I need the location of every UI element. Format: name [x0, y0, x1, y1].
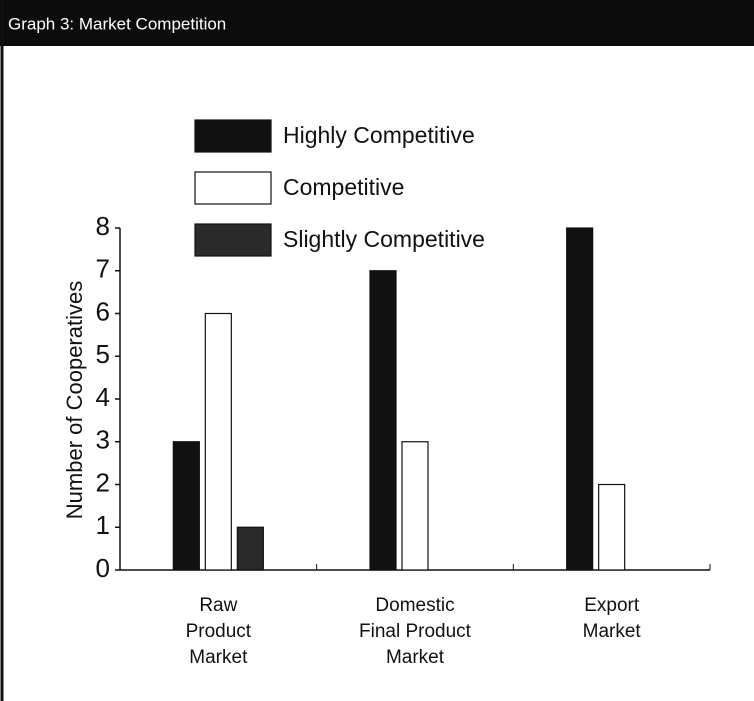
y-axis-label: Number of Cooperatives: [62, 281, 87, 519]
y-tick-label: 0: [96, 553, 110, 583]
y-tick-label: 7: [96, 254, 110, 284]
bar: [172, 441, 200, 571]
x-tick-label: Final Product: [359, 621, 472, 642]
y-tick-label: 2: [96, 467, 110, 497]
y-tick-label: 1: [96, 510, 110, 540]
y-tick-label: 4: [96, 382, 110, 412]
y-tick-label: 3: [96, 425, 110, 455]
x-tick-label: Export: [584, 595, 640, 616]
legend-swatch: [194, 119, 272, 153]
bar: [369, 270, 397, 571]
x-tick-label: Domestic: [375, 595, 454, 616]
x-tick-label: Market: [583, 621, 642, 642]
bar: [204, 312, 232, 571]
bar: [566, 227, 594, 571]
bar: [236, 526, 264, 571]
y-tick-label: 8: [96, 211, 110, 241]
x-tick-label: Product: [186, 621, 252, 642]
x-tick-label: Raw: [199, 595, 237, 616]
legend-swatch: [194, 171, 272, 205]
legend-swatch: [194, 223, 272, 257]
legend-label: Competitive: [283, 174, 404, 200]
header-bar: [0, 0, 754, 46]
chart-title: Graph 3: Market Competition: [8, 14, 226, 33]
x-tick-label: Market: [386, 647, 445, 668]
y-tick-label: 6: [96, 296, 110, 326]
x-tick-label: Market: [189, 647, 248, 668]
legend-label: Slightly Competitive: [283, 226, 485, 252]
bar: [598, 483, 626, 571]
y-tick-label: 5: [96, 339, 110, 369]
legend-label: Highly Competitive: [283, 122, 475, 148]
bar: [401, 441, 429, 571]
